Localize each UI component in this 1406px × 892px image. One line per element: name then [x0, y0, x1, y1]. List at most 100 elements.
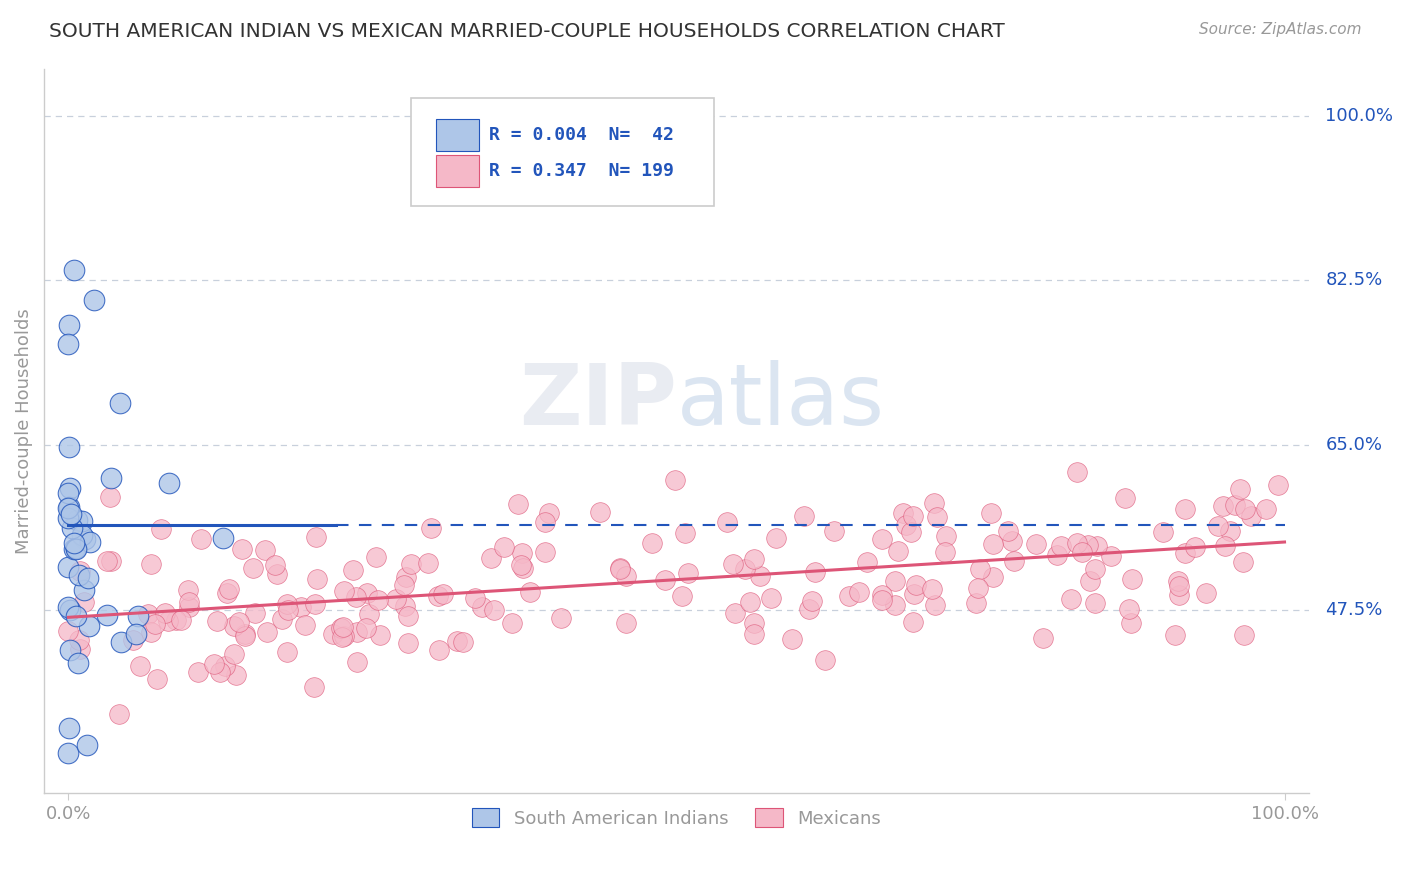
Point [231, 541, 253, 556]
Point [233, 627, 256, 641]
Point [925, 510, 948, 524]
Point [202, 657, 225, 671]
Point [356, 585, 378, 599]
Point [534, 545, 557, 559]
Point [734, 561, 756, 575]
Point [330, 630, 353, 644]
Point [396, 609, 419, 624]
Point [673, 525, 696, 540]
Point [69, 642, 91, 657]
Point [1046, 549, 1069, 563]
Point [723, 558, 745, 572]
Point [205, 614, 228, 628]
Point [98, 490, 121, 504]
Point [981, 537, 1004, 551]
Point [333, 629, 356, 643]
Point [276, 597, 298, 611]
Point [58, 560, 80, 574]
Point [1099, 549, 1122, 563]
Point [965, 596, 987, 610]
Point [242, 560, 264, 574]
Point [1066, 465, 1088, 479]
Point [307, 572, 329, 586]
Point [69, 565, 91, 579]
Point [70, 514, 93, 528]
Point [924, 496, 946, 510]
Point [1184, 540, 1206, 554]
Point [1025, 537, 1047, 551]
Point [165, 613, 187, 627]
Point [225, 668, 247, 682]
Point [1164, 627, 1187, 641]
Point [149, 523, 172, 537]
Point [58, 746, 80, 760]
Point [1002, 554, 1025, 568]
Point [121, 633, 143, 648]
Point [550, 611, 572, 625]
Point [724, 606, 747, 620]
Point [1167, 574, 1189, 588]
Point [224, 619, 246, 633]
Point [749, 569, 772, 583]
Point [212, 531, 235, 545]
Point [904, 577, 927, 591]
Point [1206, 519, 1229, 533]
Point [983, 570, 1005, 584]
Point [1212, 499, 1234, 513]
Point [79, 619, 101, 633]
Point [418, 556, 440, 570]
Point [396, 636, 419, 650]
Text: 47.5%: 47.5% [1326, 601, 1382, 619]
Point [243, 606, 266, 620]
Point [676, 566, 699, 580]
Point [980, 507, 1002, 521]
Point [742, 627, 765, 641]
Point [1267, 478, 1289, 492]
Point [451, 634, 474, 648]
Point [744, 551, 766, 566]
Point [1229, 483, 1251, 497]
Point [664, 474, 686, 488]
Point [1085, 539, 1108, 553]
Point [1119, 615, 1142, 630]
Point [765, 531, 787, 545]
Point [716, 515, 738, 529]
Point [58, 600, 80, 615]
Point [155, 606, 177, 620]
Point [848, 585, 870, 599]
Point [367, 592, 389, 607]
Point [797, 601, 820, 615]
Point [65, 541, 87, 555]
Point [855, 555, 877, 569]
Point [58, 318, 80, 332]
Point [446, 634, 468, 648]
Point [896, 517, 918, 532]
Point [969, 562, 991, 576]
Point [128, 659, 150, 673]
Point [77, 571, 100, 585]
Point [302, 680, 325, 694]
Point [471, 600, 494, 615]
Point [1168, 588, 1191, 602]
Point [512, 561, 534, 575]
Point [170, 613, 193, 627]
Point [58, 486, 80, 500]
Point [1233, 628, 1256, 642]
Point [75, 532, 97, 546]
Point [190, 533, 212, 547]
Point [125, 627, 148, 641]
Point [63, 262, 86, 277]
Point [901, 615, 924, 630]
Point [501, 616, 523, 631]
Point [814, 653, 837, 667]
Point [346, 625, 368, 640]
Point [1233, 502, 1256, 516]
Point [510, 546, 533, 560]
Point [1168, 578, 1191, 592]
Point [357, 607, 380, 621]
Point [59, 643, 82, 657]
Point [266, 567, 288, 582]
Point [100, 471, 122, 485]
Text: 82.5%: 82.5% [1326, 271, 1382, 289]
Point [96, 608, 118, 623]
